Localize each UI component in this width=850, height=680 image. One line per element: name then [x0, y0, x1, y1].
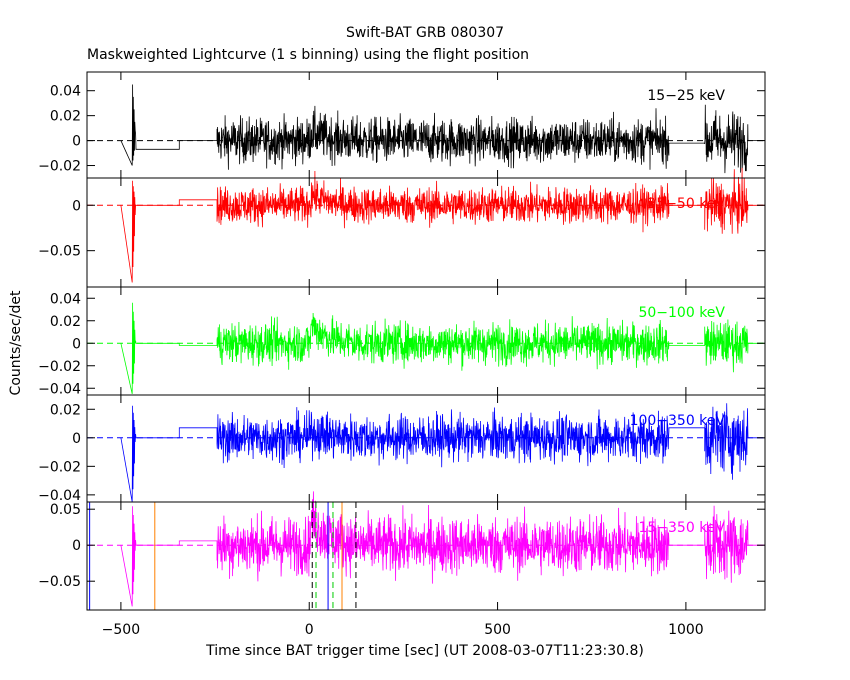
panel-1: −0.02 0 0.02 0.04 15−25 keV	[38, 71, 766, 179]
x-tick-label: 1000	[668, 622, 704, 638]
chart-subtitle: Maskweighted Lightcurve (1 s binning) us…	[87, 47, 529, 63]
series-line	[120, 84, 765, 174]
panel-4: −0.04 −0.02 0 0.02 100−350 keV	[38, 394, 766, 504]
y-tick-label: −0.05	[38, 574, 81, 590]
series-line	[120, 302, 765, 394]
y-tick-label: −0.02	[38, 359, 81, 375]
panel-frame	[86, 501, 766, 611]
y-tick-label: 0	[72, 538, 81, 554]
y-tick-label: 0.05	[50, 502, 81, 518]
band-label: 25−50 keV	[647, 196, 725, 212]
band-label: 100−350 keV	[630, 413, 726, 429]
y-tick-label: 0	[72, 198, 81, 214]
band-label: 15−350 keV	[638, 520, 725, 536]
x-axis: −500 0 500 1000	[102, 622, 704, 638]
chart-title: Swift-BAT GRB 080307	[346, 25, 504, 41]
y-tick-label: −0.05	[38, 244, 81, 260]
series-line	[120, 403, 765, 503]
y-tick-label: 0	[72, 336, 81, 352]
y-tick-label: 0.04	[50, 291, 81, 307]
band-label: 50−100 keV	[638, 305, 725, 321]
y-tick-label: −0.04	[38, 488, 81, 504]
series-line	[120, 167, 765, 283]
panel-2: −0.05 0 25−50 keV	[38, 167, 766, 288]
y-tick-label: 0	[72, 134, 81, 150]
x-tick-label: −500	[102, 622, 140, 638]
x-tick-label: 500	[484, 622, 511, 638]
y-axis-label: Counts/sec/det	[8, 290, 24, 395]
y-tick-label: 0.02	[50, 109, 81, 125]
y-tick-label: 0.02	[50, 402, 81, 418]
x-axis-label: Time since BAT trigger time [sec] (UT 20…	[205, 643, 644, 659]
y-tick-label: 0	[72, 431, 81, 447]
y-tick-label: −0.04	[38, 381, 81, 397]
y-tick-label: −0.02	[38, 459, 81, 475]
y-tick-label: 0.04	[50, 84, 81, 100]
panel-5: −0.05 0 0.05 15−350 keV	[38, 491, 766, 611]
y-tick-label: 0.02	[50, 314, 81, 330]
y-tick-label: −0.02	[38, 159, 81, 175]
series-line	[120, 491, 765, 607]
x-tick-label: 0	[305, 622, 314, 638]
band-label: 15−25 keV	[647, 88, 725, 104]
